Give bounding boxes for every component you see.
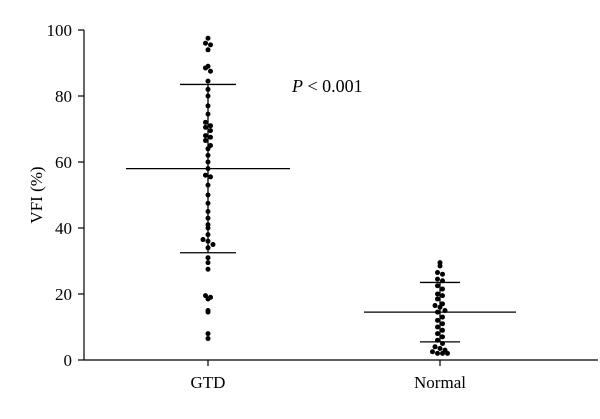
data-point — [205, 266, 211, 272]
y-tick-label: 20 — [55, 285, 72, 304]
data-point — [440, 321, 445, 327]
p-value-annotation: P < 0.001 — [291, 76, 363, 96]
data-point — [440, 286, 445, 292]
data-point — [203, 172, 208, 178]
data-point — [205, 78, 211, 84]
data-point — [440, 334, 445, 340]
data-point — [203, 124, 208, 130]
data-point — [440, 271, 445, 277]
data-point — [200, 237, 206, 243]
data-point — [208, 128, 213, 134]
data-point — [205, 309, 211, 315]
y-tick-label: 40 — [55, 219, 72, 238]
data-point — [205, 331, 211, 337]
data-point — [203, 65, 208, 71]
p-value-text: < 0.001 — [303, 76, 363, 96]
data-point — [203, 40, 208, 46]
data-point — [435, 276, 440, 282]
data-point — [205, 260, 211, 266]
data-point — [435, 296, 440, 302]
data-point — [437, 263, 443, 269]
x-categories: GTD Normal — [191, 360, 466, 392]
y-tick-label: 60 — [55, 153, 72, 172]
x-category-label: GTD — [191, 373, 226, 392]
data-point — [440, 293, 445, 299]
data-point — [432, 303, 438, 309]
y-tick-label: 100 — [47, 21, 73, 40]
p-symbol: P — [291, 76, 303, 96]
data-point — [437, 345, 443, 351]
data-point — [208, 134, 213, 140]
data-point — [435, 324, 440, 330]
data-point — [430, 349, 435, 355]
data-point — [432, 344, 438, 350]
data-point — [440, 350, 445, 356]
data-point — [208, 42, 213, 48]
data-point — [435, 270, 440, 276]
y-tick-label: 80 — [55, 87, 72, 106]
data-point — [435, 283, 440, 289]
data-point — [440, 314, 445, 320]
x-category-label: Normal — [414, 373, 466, 392]
data-point — [435, 317, 440, 323]
data-point — [208, 174, 213, 180]
summary-lines — [126, 83, 516, 343]
data-point — [205, 336, 211, 342]
data-point — [435, 291, 440, 297]
data-point — [205, 255, 211, 261]
data-point — [205, 296, 211, 302]
data-point — [445, 350, 450, 356]
y-ticks: 0 20 40 60 80 100 — [47, 21, 84, 370]
y-tick-label: 0 — [64, 351, 73, 370]
data-point — [205, 47, 211, 53]
data-point — [203, 133, 208, 139]
axes — [83, 30, 598, 361]
y-axis-label: VFI (%) — [27, 166, 46, 223]
data-point — [205, 35, 211, 41]
data-point — [440, 327, 445, 333]
data-point — [435, 350, 440, 356]
data-point — [435, 331, 440, 337]
data-point — [210, 242, 216, 247]
data-point — [203, 138, 208, 144]
data-point — [208, 123, 213, 129]
data-point — [203, 119, 208, 125]
data-points — [200, 35, 450, 356]
data-point — [208, 68, 213, 74]
